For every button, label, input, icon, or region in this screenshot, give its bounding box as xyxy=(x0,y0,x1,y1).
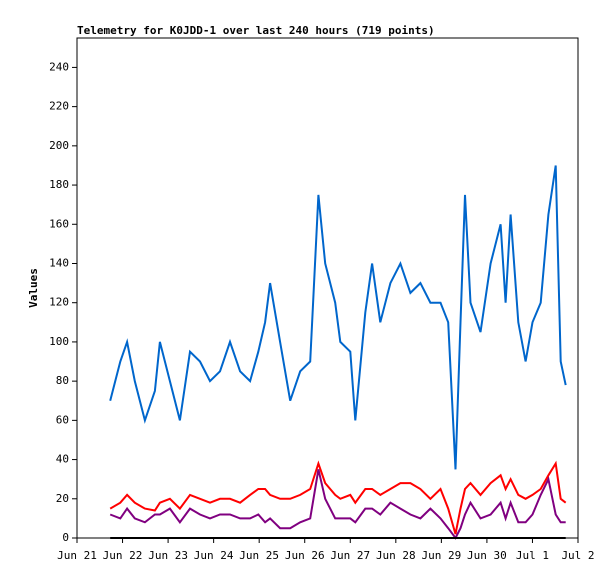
plot-frame xyxy=(76,37,579,539)
x-tick-label: Jul 2 xyxy=(561,549,594,562)
y-tick-label: 120 xyxy=(49,296,69,309)
y-tick-label: 40 xyxy=(56,453,69,466)
x-tick-label: Jun 23 xyxy=(148,549,188,562)
y-tick-label: 140 xyxy=(49,256,69,269)
y-tick-label: 220 xyxy=(49,100,69,113)
x-tick-label: Jun 30 xyxy=(467,549,507,562)
y-tick-label: 200 xyxy=(49,139,69,152)
x-tick-label: Jun 28 xyxy=(376,549,416,562)
y-tick-label: 180 xyxy=(49,178,69,191)
x-tick-label: Jun 24 xyxy=(194,549,234,562)
x-tick-label: Jun 29 xyxy=(421,549,461,562)
y-tick-label: 80 xyxy=(56,374,69,387)
chart-title: Telemetry for K0JDD-1 over last 240 hour… xyxy=(77,24,435,37)
y-tick-label: 0 xyxy=(62,531,69,544)
x-tick-label: Jun 26 xyxy=(285,549,325,562)
x-tick-label: Jun 27 xyxy=(330,549,370,562)
y-tick-label: 60 xyxy=(56,413,69,426)
y-tick-label: 240 xyxy=(49,60,69,73)
x-tick-label: Jun 21 xyxy=(57,549,97,562)
y-axis-label: Values xyxy=(27,268,40,308)
y-tick-label: 100 xyxy=(49,335,69,348)
series-line xyxy=(109,469,566,540)
x-tick-label: Jul 1 xyxy=(516,549,549,562)
x-tick-label: Jun 22 xyxy=(103,549,143,562)
series-line xyxy=(109,165,567,470)
y-tick-label: 160 xyxy=(49,217,69,230)
y-tick-label: 20 xyxy=(56,492,69,505)
series-line xyxy=(109,460,567,535)
x-tick-label: Jun 25 xyxy=(239,549,279,562)
